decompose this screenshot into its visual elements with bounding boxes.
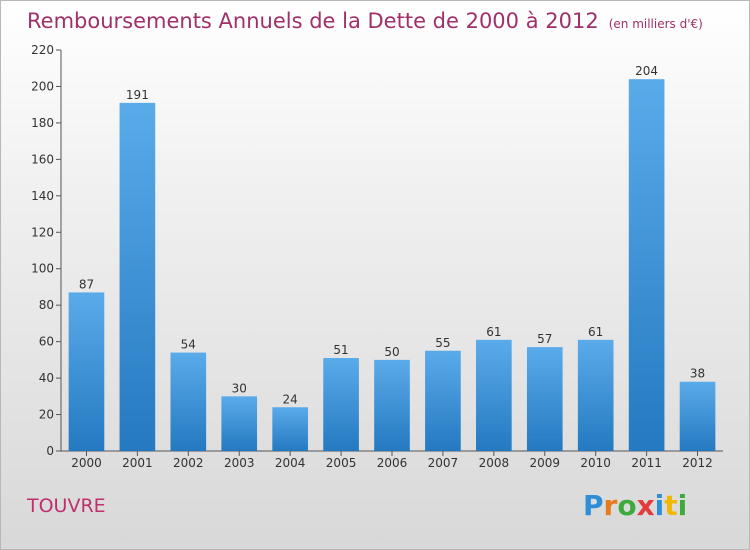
y-tick-label: 120 xyxy=(31,225,54,239)
y-tick-label: 60 xyxy=(39,335,54,349)
bar xyxy=(679,381,716,451)
bar-value-label: 24 xyxy=(283,392,298,406)
y-tick-label: 160 xyxy=(31,152,54,166)
bar-value-label: 55 xyxy=(435,336,450,350)
y-tick-label: 220 xyxy=(31,43,54,57)
x-tick-label: 2001 xyxy=(122,456,153,470)
bar xyxy=(119,102,156,451)
bar xyxy=(272,407,308,451)
x-tick-label: 2003 xyxy=(224,456,255,470)
bar xyxy=(68,292,105,451)
y-tick-label: 200 xyxy=(31,79,54,93)
y-tick-label: 80 xyxy=(39,298,54,312)
chart-subtitle: (en milliers d'€) xyxy=(608,17,703,31)
bar xyxy=(526,347,563,451)
bar xyxy=(577,339,614,451)
y-tick-label: 140 xyxy=(31,189,54,203)
x-tick-label: 2012 xyxy=(682,456,713,470)
commune-name: TOUVRE xyxy=(27,495,106,517)
y-tick-label: 20 xyxy=(39,408,54,422)
bar xyxy=(170,352,207,451)
x-tick-label: 2010 xyxy=(580,456,611,470)
bar-value-label: 30 xyxy=(232,381,247,395)
chart-title: Remboursements Annuels de la Dette de 20… xyxy=(27,9,703,33)
chart-title-text: Remboursements Annuels de la Dette de 20… xyxy=(27,9,599,33)
x-tick-label: 2005 xyxy=(326,456,357,470)
bar xyxy=(374,359,410,451)
y-tick-label: 100 xyxy=(31,262,54,276)
bar-value-label: 54 xyxy=(181,338,196,352)
x-tick-label: 2006 xyxy=(377,456,408,470)
x-tick-label: 2008 xyxy=(479,456,510,470)
bar-value-label: 38 xyxy=(690,367,705,381)
bar xyxy=(476,339,512,451)
x-tick-label: 2004 xyxy=(275,456,306,470)
bar-value-label: 50 xyxy=(384,345,399,359)
proxiti-logo: Proxiti xyxy=(583,489,688,522)
bar xyxy=(323,358,359,451)
x-tick-label: 2002 xyxy=(173,456,204,470)
bar-value-label: 57 xyxy=(537,332,552,346)
bar xyxy=(425,350,461,451)
bar-value-label: 61 xyxy=(486,325,501,339)
x-tick-label: 2009 xyxy=(529,456,560,470)
bar-value-label: 87 xyxy=(79,277,94,291)
x-tick-label: 2011 xyxy=(631,456,662,470)
x-tick-label: 2007 xyxy=(428,456,459,470)
bar-value-label: 191 xyxy=(126,88,149,102)
bar-value-label: 61 xyxy=(588,325,603,339)
y-tick-label: 0 xyxy=(46,444,54,458)
bar-value-label: 51 xyxy=(333,343,348,357)
x-tick-label: 2000 xyxy=(71,456,102,470)
y-tick-label: 40 xyxy=(39,371,54,385)
bar xyxy=(221,396,258,451)
bar xyxy=(628,79,665,451)
bar-value-label: 204 xyxy=(635,64,658,78)
y-tick-label: 180 xyxy=(31,116,54,130)
